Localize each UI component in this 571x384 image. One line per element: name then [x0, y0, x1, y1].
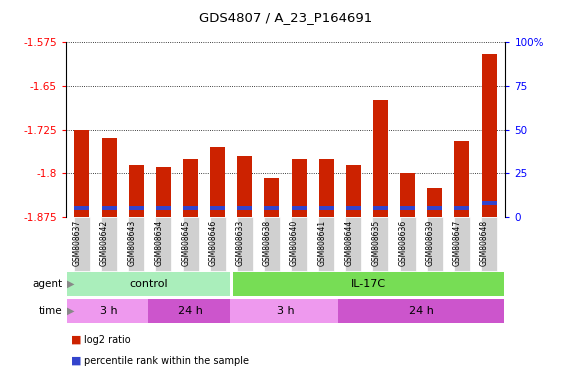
FancyBboxPatch shape — [454, 217, 470, 271]
Bar — [400, 206, 415, 210]
Text: 24 h: 24 h — [178, 306, 203, 316]
Bar — [455, 141, 469, 217]
FancyBboxPatch shape — [264, 217, 280, 271]
FancyBboxPatch shape — [372, 217, 388, 271]
Text: IL-17C: IL-17C — [351, 279, 386, 289]
Bar — [455, 206, 469, 210]
Bar — [210, 147, 225, 217]
Bar — [238, 156, 252, 217]
FancyBboxPatch shape — [427, 217, 443, 271]
Bar — [232, 272, 504, 296]
Text: GSM808646: GSM808646 — [208, 220, 218, 266]
Text: agent: agent — [33, 279, 63, 289]
Bar — [183, 159, 198, 217]
Text: GSM808647: GSM808647 — [453, 220, 462, 266]
Text: GSM808643: GSM808643 — [127, 220, 136, 266]
Bar — [346, 206, 361, 210]
Text: GSM808640: GSM808640 — [290, 220, 299, 266]
Bar — [373, 206, 388, 210]
Text: ▶: ▶ — [67, 306, 74, 316]
Bar — [129, 165, 144, 217]
FancyBboxPatch shape — [155, 217, 171, 271]
Bar — [156, 167, 171, 217]
FancyBboxPatch shape — [183, 217, 199, 271]
Text: ■: ■ — [71, 356, 82, 366]
Text: 3 h: 3 h — [277, 306, 294, 316]
Bar — [427, 188, 442, 217]
Text: GSM808645: GSM808645 — [182, 220, 191, 266]
Bar — [292, 206, 307, 210]
Bar — [292, 159, 307, 217]
Text: GSM808638: GSM808638 — [263, 220, 272, 266]
Bar — [346, 165, 361, 217]
Bar — [183, 206, 198, 210]
FancyBboxPatch shape — [481, 217, 497, 271]
Text: GSM808639: GSM808639 — [426, 220, 435, 266]
Bar — [102, 206, 116, 210]
Text: GSM808633: GSM808633 — [236, 220, 245, 266]
FancyBboxPatch shape — [318, 217, 334, 271]
Text: GSM808644: GSM808644 — [344, 220, 353, 266]
Text: log2 ratio: log2 ratio — [84, 335, 131, 345]
Bar — [74, 130, 90, 217]
FancyBboxPatch shape — [345, 217, 361, 271]
Bar — [102, 138, 116, 217]
Bar — [319, 159, 333, 217]
Bar — [400, 173, 415, 217]
FancyBboxPatch shape — [210, 217, 226, 271]
FancyBboxPatch shape — [400, 217, 416, 271]
Text: 24 h: 24 h — [409, 306, 433, 316]
Text: control: control — [129, 279, 168, 289]
FancyBboxPatch shape — [101, 217, 117, 271]
Bar — [238, 206, 252, 210]
Text: ■: ■ — [71, 335, 82, 345]
FancyBboxPatch shape — [74, 217, 90, 271]
Bar — [148, 299, 232, 323]
Bar — [264, 178, 279, 217]
Text: GSM808635: GSM808635 — [372, 220, 380, 266]
Text: GDS4807 / A_23_P164691: GDS4807 / A_23_P164691 — [199, 12, 372, 25]
Bar — [264, 206, 279, 210]
Bar — [427, 206, 442, 210]
Bar — [156, 206, 171, 210]
Bar — [74, 206, 90, 210]
Bar — [373, 101, 388, 217]
Bar — [67, 272, 230, 296]
Bar — [67, 299, 151, 323]
FancyBboxPatch shape — [291, 217, 307, 271]
Text: percentile rank within the sample: percentile rank within the sample — [84, 356, 249, 366]
Bar — [129, 206, 144, 210]
Text: GSM808642: GSM808642 — [100, 220, 109, 266]
Bar — [319, 206, 333, 210]
Bar — [210, 206, 225, 210]
Bar — [481, 54, 497, 217]
Text: GSM808641: GSM808641 — [317, 220, 326, 266]
Text: ▶: ▶ — [67, 279, 74, 289]
Bar — [481, 201, 497, 205]
Text: GSM808637: GSM808637 — [73, 220, 82, 266]
Text: GSM808648: GSM808648 — [480, 220, 489, 266]
Text: 3 h: 3 h — [100, 306, 118, 316]
FancyBboxPatch shape — [128, 217, 144, 271]
Text: time: time — [39, 306, 63, 316]
Text: GSM808634: GSM808634 — [154, 220, 163, 266]
Text: GSM808636: GSM808636 — [399, 220, 408, 266]
Bar — [230, 299, 341, 323]
Bar — [339, 299, 504, 323]
FancyBboxPatch shape — [237, 217, 253, 271]
